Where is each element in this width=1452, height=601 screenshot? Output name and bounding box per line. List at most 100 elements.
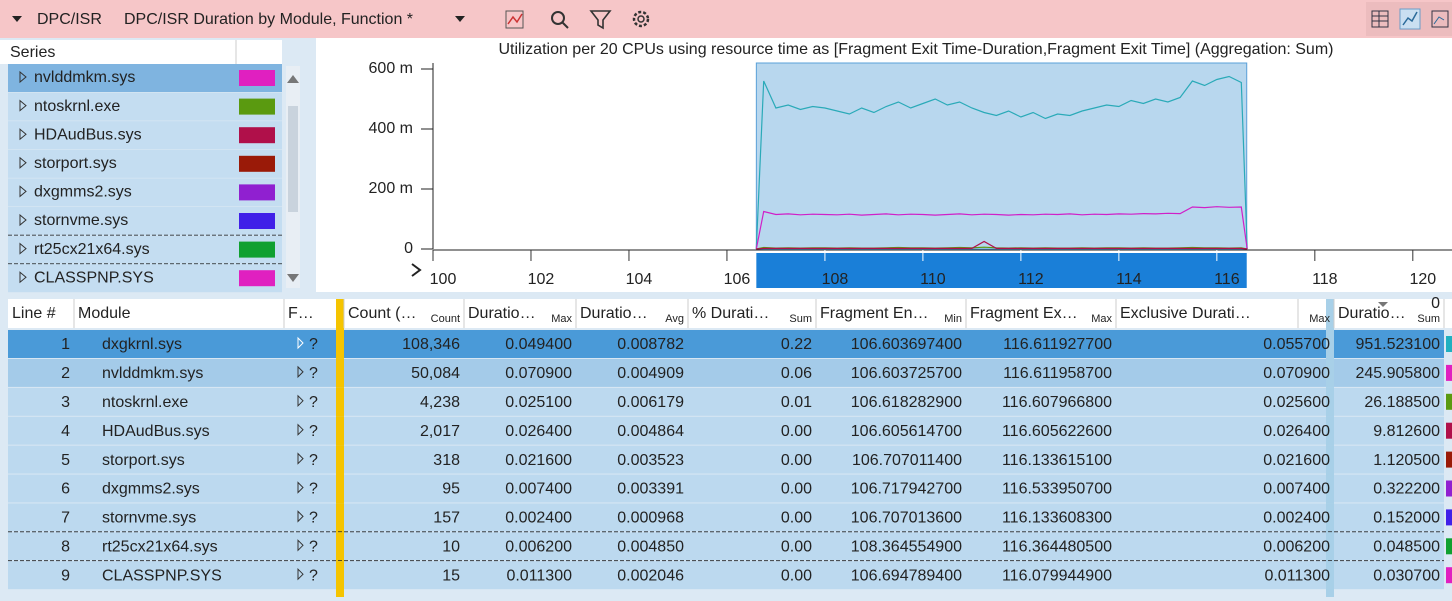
table-cell: ? [309, 510, 318, 527]
column-header[interactable]: F… [288, 305, 314, 322]
dropdown-icon[interactable] [455, 16, 465, 22]
scroll-up[interactable] [287, 75, 299, 83]
table-cell: 0.004864 [617, 423, 684, 440]
table-cell: 1 [61, 336, 70, 353]
table-cell: 106.717942700 [851, 481, 962, 498]
column-header[interactable]: Count (… [348, 305, 416, 322]
pinned-divider [336, 503, 344, 533]
table-cell: 0.007400 [1263, 481, 1330, 498]
table-cell: 3 [61, 394, 70, 411]
series-swatch [239, 213, 275, 229]
expand-arrow [297, 365, 304, 379]
series-name: CLASSPNP.SYS [34, 269, 154, 286]
table-cell: 951.523100 [1355, 336, 1440, 353]
table-cell: 7 [61, 510, 70, 527]
column-agg: Min [944, 313, 962, 325]
table-cell: 0.026400 [1263, 423, 1330, 440]
column-header[interactable]: Exclusive Durati… [1120, 305, 1251, 322]
table-row[interactable] [8, 330, 1444, 358]
column-header[interactable]: Fragment En… [820, 305, 928, 322]
search-icon[interactable] [551, 11, 569, 29]
series-row[interactable] [8, 92, 282, 121]
expand-arrow [19, 156, 27, 169]
table-header [8, 299, 1452, 328]
series-swatch [239, 155, 275, 172]
table-cell: 0.002400 [1263, 510, 1330, 527]
column-header[interactable]: Duratio… [1338, 305, 1406, 322]
series-row[interactable] [8, 235, 282, 264]
series-row[interactable] [8, 178, 282, 207]
pinned-divider [336, 358, 344, 388]
table-row[interactable] [8, 561, 1444, 590]
column-agg: Max [1309, 313, 1330, 325]
expand-arrow [19, 185, 27, 198]
expand-arrow [297, 481, 304, 494]
table-cell: 2 [61, 365, 70, 382]
table-cell: 5 [61, 452, 70, 469]
table-cell: 0.01 [781, 394, 812, 411]
series-row[interactable] [8, 64, 282, 92]
series-heading: Series [10, 44, 55, 61]
column-header[interactable]: % Durati… [692, 305, 769, 322]
table-cell: 0.00 [781, 481, 812, 498]
table-row[interactable] [8, 474, 1444, 503]
table-cell: ? [309, 336, 318, 353]
table-view-icon[interactable] [1371, 10, 1389, 28]
table-row[interactable] [8, 358, 1444, 387]
graph-divider [1326, 358, 1334, 388]
table-cell: ntoskrnl.exe [102, 394, 188, 411]
collapse-icon[interactable] [12, 16, 22, 22]
table-cell: 0.030700 [1373, 567, 1440, 584]
table-cell: 106.603697400 [851, 336, 962, 353]
both-view-icon[interactable] [1431, 10, 1449, 28]
column-header[interactable]: Module [78, 305, 131, 322]
expand-arrow [19, 213, 27, 227]
series-row[interactable] [8, 207, 282, 235]
table-cell: 116.133615100 [1002, 452, 1112, 469]
graph-view-icon[interactable] [1399, 8, 1421, 30]
y-tick-label: 0 [404, 240, 413, 257]
series-list: nvlddmkm.sys ntoskrnl.exe HDAudBus.sys stor… [8, 64, 282, 293]
scroll-down[interactable] [287, 274, 299, 282]
graph-divider [1326, 330, 1334, 359]
scrollbar-thumb[interactable] [288, 106, 298, 212]
table-row[interactable] [8, 503, 1444, 532]
table-cell: 108,346 [402, 336, 460, 353]
table-row[interactable] [8, 387, 1444, 416]
column-header[interactable]: Line # [12, 305, 56, 322]
row-swatch [1446, 393, 1452, 410]
table-cell: ? [309, 481, 318, 498]
table-cell: 0.007400 [505, 481, 572, 498]
table-row[interactable] [8, 416, 1444, 445]
graph-divider [1326, 503, 1334, 533]
series-name: rt25cx21x64.sys [34, 241, 150, 258]
table-cell: 116.133608300 [1002, 510, 1112, 527]
table-cell: 0.004850 [617, 539, 684, 556]
x-tick-label: 118 [1312, 271, 1338, 288]
table-cell: 0.055700 [1263, 336, 1330, 353]
graph-divider [1326, 387, 1334, 417]
row-swatch [1446, 567, 1452, 584]
x-tick-label: 112 [1018, 271, 1044, 288]
graph-icon[interactable] [505, 10, 524, 29]
series-row[interactable] [8, 264, 282, 293]
pinned-divider [336, 416, 344, 446]
table-cell: storport.sys [102, 452, 185, 469]
column-header[interactable]: Duratio… [468, 305, 536, 322]
column-header[interactable]: Duratio… [580, 305, 648, 322]
series-row[interactable] [8, 149, 282, 178]
series-row[interactable] [8, 121, 282, 150]
table-cell: ? [309, 365, 318, 382]
filter-icon[interactable] [589, 10, 612, 30]
view-title[interactable]: DPC/ISR Duration by Module, Function * [124, 11, 413, 28]
expand-axis[interactable] [411, 263, 422, 277]
column-header[interactable]: Fragment Ex… [970, 305, 1078, 322]
table-cell: 0.070900 [1263, 365, 1330, 382]
table-cell: 318 [433, 452, 460, 469]
expand-arrow [19, 99, 27, 112]
table-row[interactable] [8, 445, 1444, 474]
table-row[interactable] [8, 532, 1444, 561]
settings-icon[interactable] [632, 10, 650, 28]
